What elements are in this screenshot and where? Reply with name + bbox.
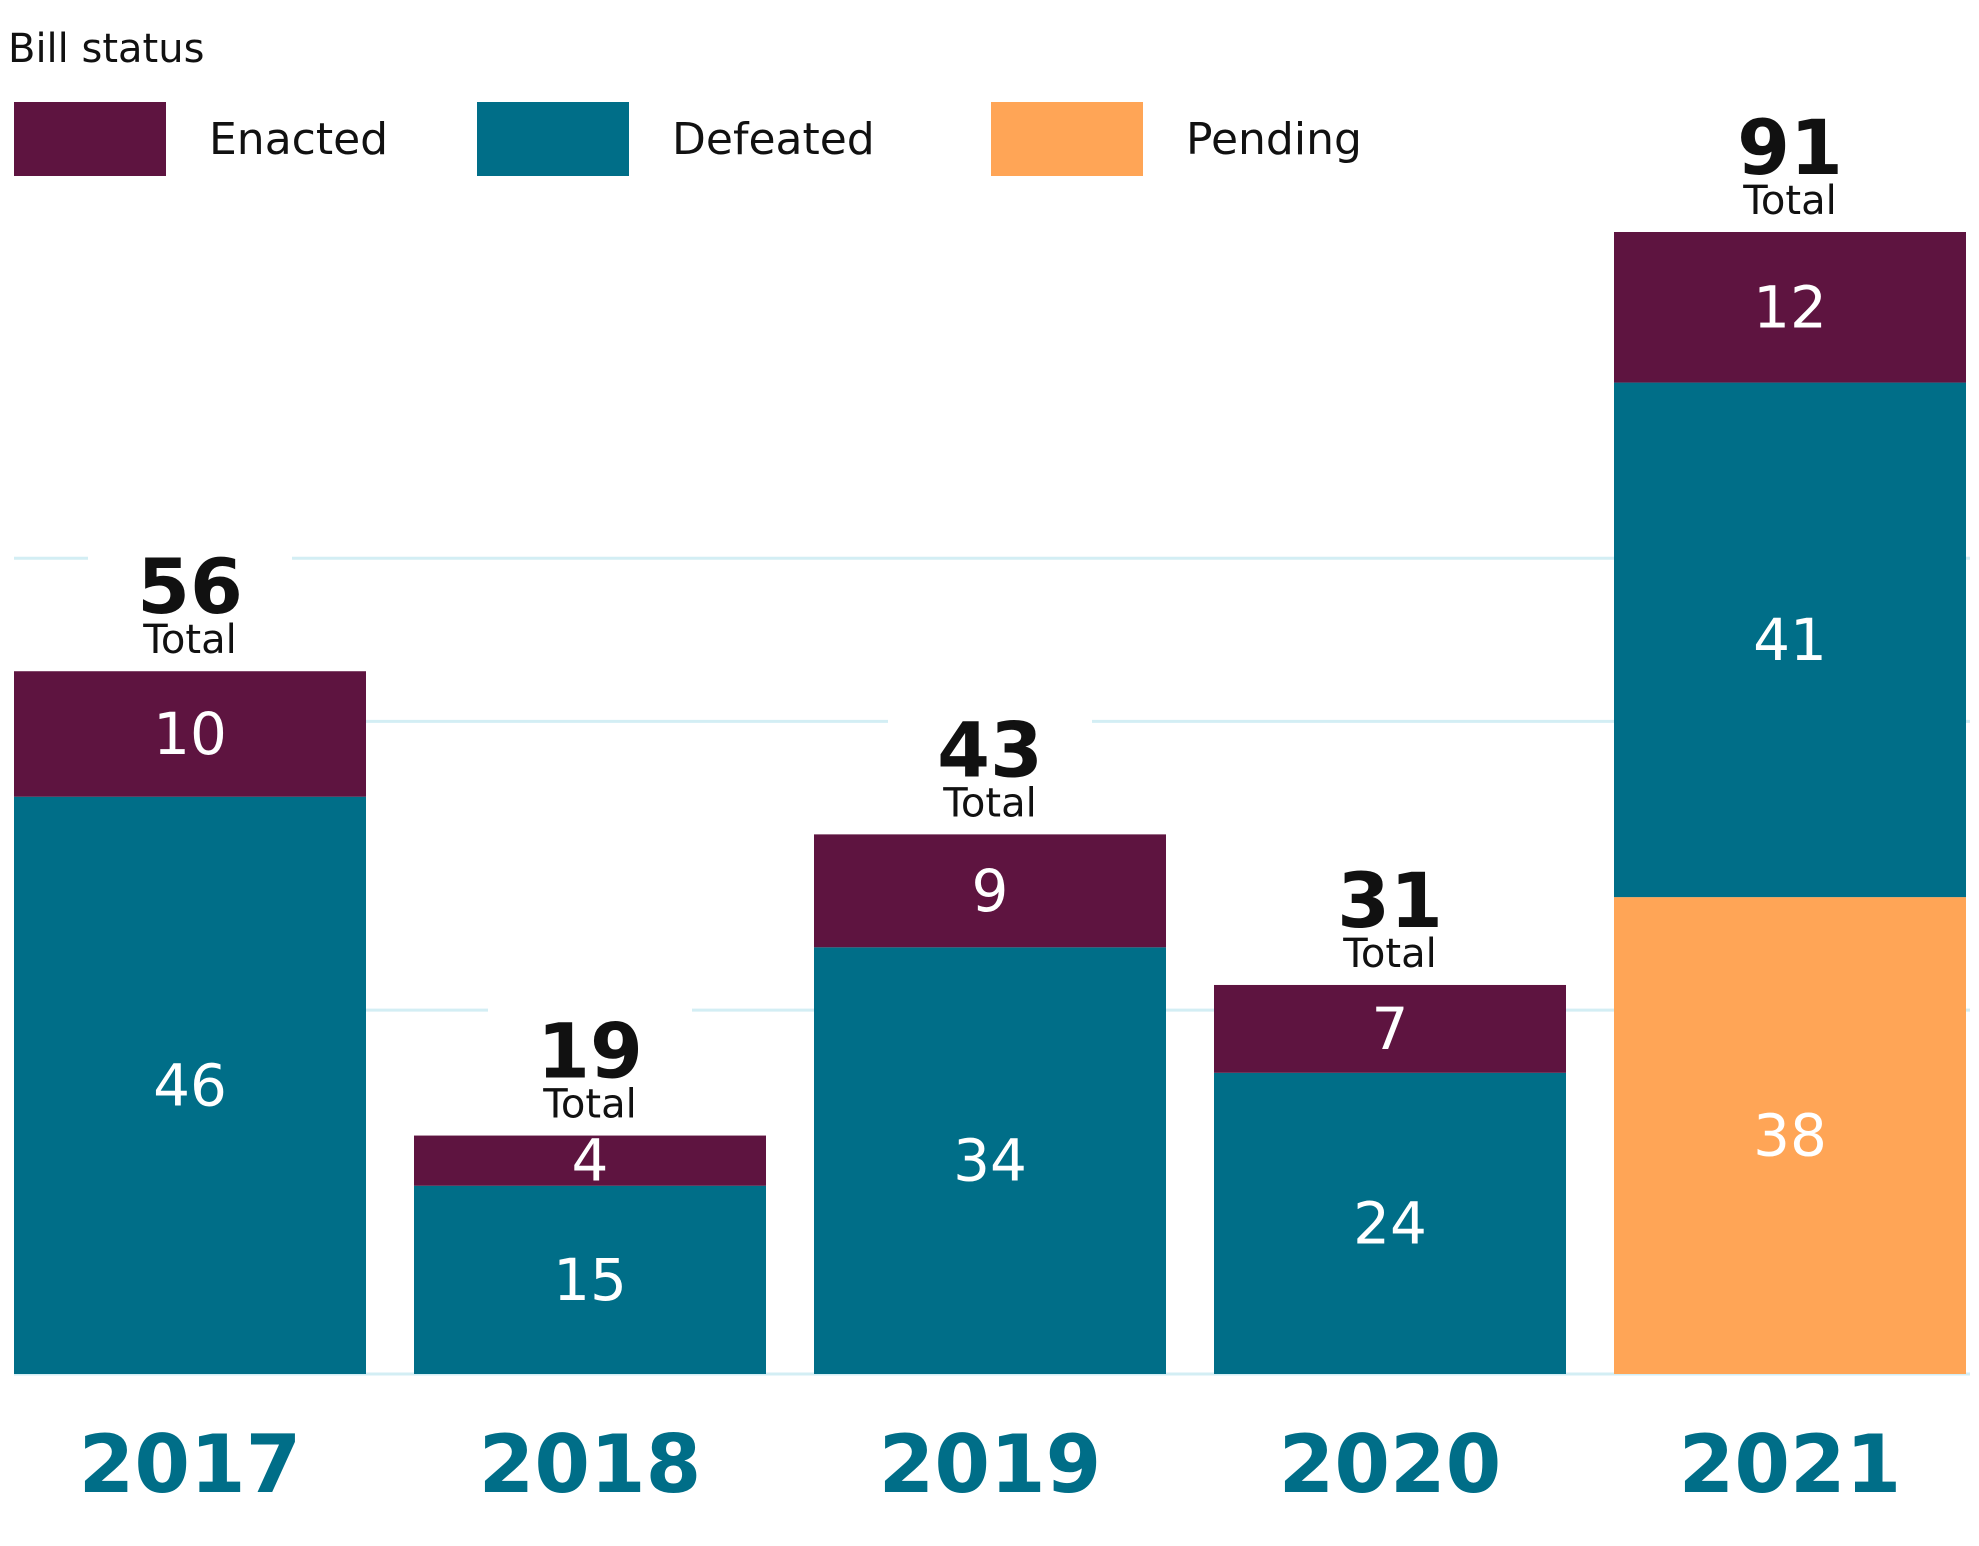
total-label-2019: Total (942, 780, 1036, 826)
total-value-2019: 43 (937, 705, 1043, 794)
total-backdrop-2021 (1688, 86, 1892, 224)
data-label-defeated-2019: 34 (953, 1127, 1027, 1195)
data-label-pending-2021: 38 (1753, 1102, 1827, 1170)
bar-enacted-2021 (1614, 232, 1966, 383)
legend-title: Bill status (8, 26, 205, 72)
bar-enacted-2017 (14, 671, 366, 797)
data-label-enacted-2018: 4 (572, 1127, 609, 1195)
bar-defeated-2018 (414, 1185, 766, 1374)
total-label-2017: Total (142, 617, 236, 663)
total-value-2017: 56 (137, 542, 243, 631)
data-label-defeated-2021: 41 (1753, 606, 1827, 674)
x-tick-label-2018: 2018 (479, 1418, 702, 1511)
bar-enacted-2020 (1214, 984, 1566, 1073)
bar-enacted-2019 (814, 834, 1166, 948)
data-label-enacted-2017: 10 (153, 700, 227, 768)
bar-pending-2021 (1614, 897, 1966, 1374)
total-value-2021: 91 (1737, 103, 1843, 192)
bar-defeated-2021 (1614, 382, 1966, 898)
total-value-2018: 19 (537, 1007, 643, 1096)
bar-defeated-2020 (1214, 1072, 1566, 1374)
legend-label-enacted: Enacted (209, 114, 389, 165)
legend-label-pending: Pending (1186, 114, 1362, 165)
x-tick-label-2021: 2021 (1679, 1418, 1902, 1511)
total-label-2021: Total (1742, 178, 1836, 224)
legend-swatch-pending (991, 102, 1143, 176)
data-label-enacted-2020: 7 (1372, 995, 1409, 1063)
data-label-defeated-2020: 24 (1353, 1189, 1427, 1257)
bar-defeated-2017 (14, 796, 366, 1374)
data-label-defeated-2018: 15 (553, 1246, 627, 1314)
x-tick-label-2020: 2020 (1279, 1418, 1502, 1511)
data-label-enacted-2019: 9 (972, 857, 1009, 925)
legend-label-defeated: Defeated (672, 114, 875, 165)
data-label-defeated-2017: 46 (153, 1051, 227, 1119)
bar-enacted-2018 (414, 1135, 766, 1186)
total-backdrop-2017 (88, 525, 292, 664)
total-value-2020: 31 (1337, 856, 1443, 945)
bar-defeated-2019 (814, 947, 1166, 1374)
data-label-enacted-2021: 12 (1753, 273, 1827, 341)
total-label-2018: Total (542, 1082, 636, 1128)
legend-swatch-defeated (477, 102, 629, 176)
total-backdrop-2018 (488, 989, 692, 1128)
x-tick-label-2019: 2019 (879, 1418, 1102, 1511)
total-backdrop-2020 (1288, 838, 1492, 977)
total-label-2020: Total (1342, 931, 1436, 977)
legend-swatch-enacted (14, 102, 166, 176)
x-tick-label-2017: 2017 (79, 1418, 302, 1511)
total-backdrop-2019 (888, 688, 1092, 827)
